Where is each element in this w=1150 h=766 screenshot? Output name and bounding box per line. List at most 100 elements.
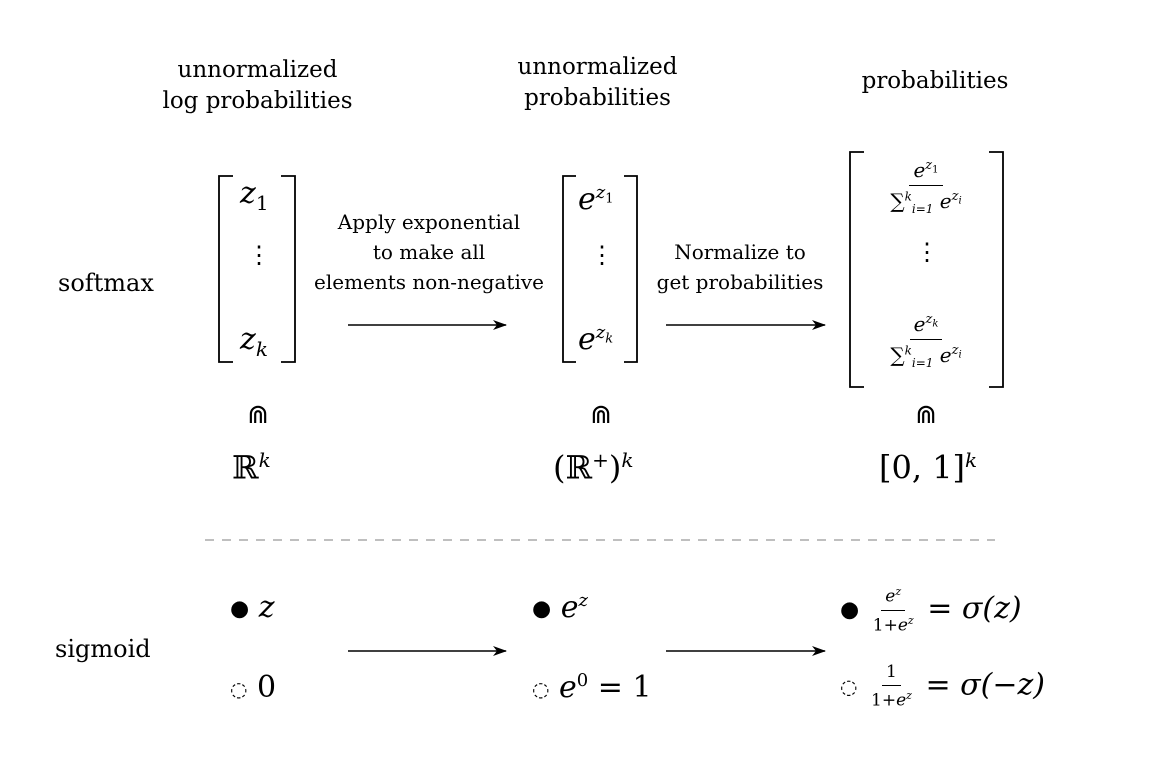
z-symbol: z <box>951 343 959 359</box>
equals-sign: = <box>927 591 953 627</box>
z-symbol: z <box>595 182 606 203</box>
one-value: 1 <box>886 662 897 682</box>
sub-i: i <box>958 349 962 361</box>
sigma-of-z: σ(z) <box>961 591 1022 627</box>
note-exp-line3: elements non-negative <box>314 270 544 294</box>
sup-k: k <box>965 448 978 472</box>
sup-k: k <box>258 448 271 472</box>
sigmoid-ez: ● ez <box>532 590 588 625</box>
sigma-of-neg-z: σ(−z) <box>960 667 1045 703</box>
interval-symbol: [0, 1] <box>879 448 966 487</box>
e-symbol: e <box>578 182 596 217</box>
sub-k: k <box>605 331 614 347</box>
sub-one: 1 <box>605 191 614 207</box>
z-symbol: z <box>925 158 933 174</box>
sup-k: k <box>621 448 634 472</box>
z-symbol: z <box>240 176 256 211</box>
note-apply-exponential: Apply exponential to make all elements n… <box>300 207 558 297</box>
open-paren: ( <box>553 448 566 487</box>
note-normalize: Normalize to get probabilities <box>645 237 835 297</box>
sup-z: z <box>906 689 912 702</box>
vector2-vdots: ⋮ <box>590 241 614 269</box>
filled-dot-icon: ● <box>230 596 250 622</box>
sub-k: k <box>255 337 268 361</box>
e-symbol: e <box>913 312 926 336</box>
sup-z: z <box>895 585 902 598</box>
sum-lower: i=1 <box>911 356 934 370</box>
equals-sign: = <box>925 667 951 703</box>
row-label-sigmoid: sigmoid <box>55 635 151 663</box>
reals-symbol: ℝ <box>565 448 593 487</box>
e-symbol: e <box>560 590 579 625</box>
close-paren: ) <box>608 448 622 487</box>
e-symbol: e <box>578 322 596 357</box>
softmax-fraction-k: ezk ∑ki=1 ezi <box>886 312 965 370</box>
vector2-ez1: ez1 <box>578 182 614 217</box>
sigmoid-sigma-neg: ◌ 1 1+ez = σ(−z) <box>840 662 1045 711</box>
space-positive-reals-k: (ℝ+)k <box>553 448 633 487</box>
vector1-zk: zk <box>240 322 268 361</box>
in-symbol-2: ⋒ <box>590 400 612 430</box>
vector1-vdots: ⋮ <box>247 241 271 269</box>
sigmoid-e0: ◌ e0 = 1 <box>532 670 652 705</box>
open-dot-icon: ◌ <box>532 677 550 701</box>
vector3-frac-bottom: ezk ∑ki=1 ezi <box>858 312 994 370</box>
in-symbol-3: ⋒ <box>915 400 937 430</box>
one-plus: 1+ <box>871 690 897 711</box>
equals-one: = 1 <box>597 670 652 705</box>
header-unnorm-line2: probabilities <box>524 85 671 111</box>
header-log-probabilities: unnormalized log probabilities <box>150 55 365 117</box>
note-exp-line2: to make all <box>372 240 486 264</box>
bracket-left-1 <box>218 175 233 363</box>
sum-symbol: ∑ <box>890 189 905 213</box>
sigmoid-fraction-neg: 1 1+ez <box>867 662 916 711</box>
sigmoid-z: ● z <box>230 590 275 625</box>
note-norm-line1: Normalize to <box>674 240 806 264</box>
sub-one: 1 <box>932 164 939 176</box>
zero-value: 0 <box>257 670 277 705</box>
sum-symbol: ∑ <box>890 343 905 367</box>
space-reals-k: ℝk <box>232 448 271 487</box>
e-symbol: e <box>939 189 952 213</box>
bracket-right-3 <box>989 151 1004 388</box>
space-unit-interval-k: [0, 1]k <box>879 448 977 487</box>
open-dot-icon: ◌ <box>840 674 858 699</box>
e-symbol: e <box>939 343 952 367</box>
header-log-line1: unnormalized <box>177 57 338 83</box>
sup-plus: + <box>592 448 609 472</box>
vector1-z1: z1 <box>240 176 269 215</box>
header-log-line2: log probabilities <box>162 88 353 114</box>
z-symbol: z <box>951 189 959 205</box>
z-symbol: z <box>595 322 606 343</box>
one-plus: 1+ <box>872 615 898 636</box>
bracket-right-1 <box>281 175 296 363</box>
e-symbol: e <box>913 158 926 182</box>
sub-i: i <box>958 195 962 207</box>
e-symbol: e <box>896 690 907 711</box>
row-label-softmax: softmax <box>58 269 154 297</box>
sigmoid-sigma-pos: ● ez 1+ez = σ(z) <box>840 585 1022 635</box>
note-norm-line2: get probabilities <box>656 270 824 294</box>
open-dot-icon: ◌ <box>230 677 248 701</box>
e-symbol: e <box>885 586 896 607</box>
sum-lower: i=1 <box>911 202 934 216</box>
header-probabilities: probabilities <box>861 68 1009 94</box>
filled-dot-icon: ● <box>532 596 552 622</box>
in-symbol-1: ⋒ <box>247 400 269 430</box>
z-symbol: z <box>258 590 275 625</box>
z-symbol: z <box>925 312 933 328</box>
header-unnorm-line1: unnormalized <box>517 54 678 80</box>
sub-one: 1 <box>255 191 269 215</box>
softmax-fraction-1: ez1 ∑ki=1 ezi <box>886 158 965 216</box>
sigmoid-fraction-pos: ez 1+ez <box>869 585 918 635</box>
z-symbol: z <box>240 322 256 357</box>
sub-k: k <box>932 318 939 330</box>
note-exp-line1: Apply exponential <box>337 210 521 234</box>
sum-upper: k <box>904 343 912 358</box>
vector2-ezk: ezk <box>578 322 613 357</box>
reals-symbol: ℝ <box>232 448 259 487</box>
bracket-left-3 <box>849 151 864 388</box>
filled-dot-icon: ● <box>840 597 860 623</box>
